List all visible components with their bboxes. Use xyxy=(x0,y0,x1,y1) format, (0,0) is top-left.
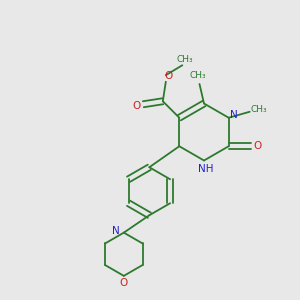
Text: O: O xyxy=(164,71,172,81)
Text: CH₃: CH₃ xyxy=(190,71,206,80)
Text: N: N xyxy=(112,226,120,236)
Text: NH: NH xyxy=(198,164,213,174)
Text: N: N xyxy=(230,110,238,120)
Text: O: O xyxy=(133,101,141,111)
Text: O: O xyxy=(254,141,262,151)
Text: O: O xyxy=(120,278,128,288)
Text: CH₃: CH₃ xyxy=(251,105,268,114)
Text: CH₃: CH₃ xyxy=(176,55,193,64)
